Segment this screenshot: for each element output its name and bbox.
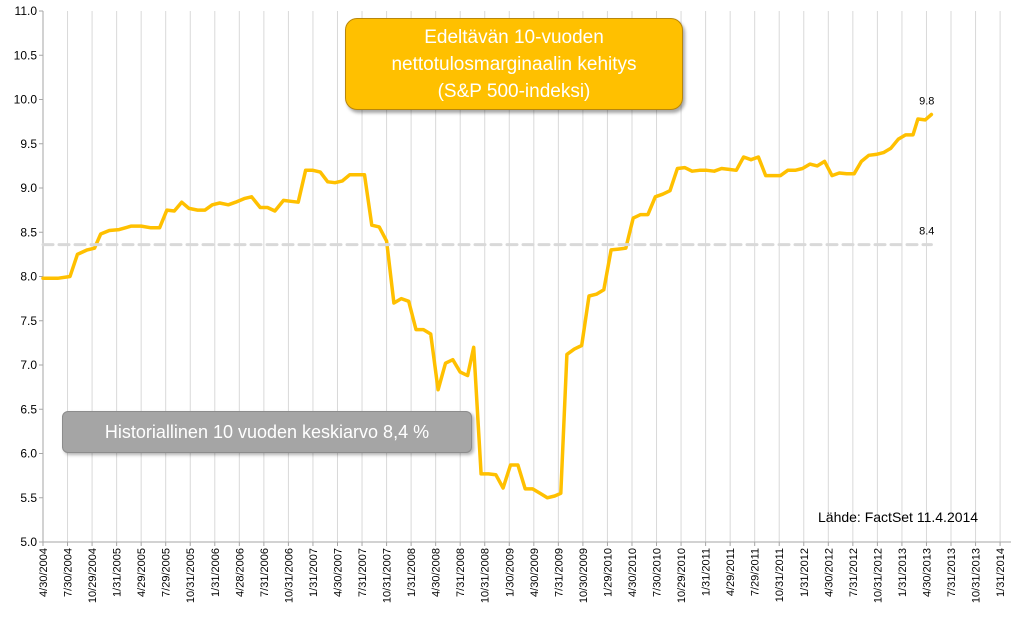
x-tick-label: 7/31/2007 (357, 548, 369, 597)
x-tick-label: 7/30/2010 (652, 548, 664, 597)
y-tick-label: 7.5 (20, 314, 37, 328)
x-tick-label: 1/30/2009 (504, 548, 516, 597)
y-tick-label: 5.0 (20, 535, 37, 549)
vertical-gridlines (42, 11, 1001, 542)
source-note: Lähde: FactSet 11.4.2014 (818, 509, 979, 525)
y-tick-label: 7.0 (20, 358, 37, 372)
chart-title-line-2: nettotulosmarginaalin kehitys (391, 54, 637, 75)
average-annotation: Historiallinen 10 vuoden keskiarvo 8,4 % (62, 411, 472, 453)
y-tick-label: 8.5 (20, 225, 37, 239)
x-tick-label: 10/31/2011 (774, 548, 786, 602)
x-tick-label: 7/31/2008 (455, 548, 467, 597)
x-tick-label: 1/31/2005 (112, 548, 124, 597)
y-tick-label: 9.0 (20, 181, 37, 195)
x-tick-label: 10/30/2009 (578, 548, 590, 603)
x-tick-label: 4/30/2010 (627, 548, 639, 597)
x-tick-label: 7/29/2011 (750, 548, 762, 596)
chart-title-line-3: (S&P 500-indeksi) (437, 81, 591, 102)
y-tick-label: 10.0 (14, 93, 38, 107)
chart-title-line-1: Edeltävän 10-vuoden (424, 27, 604, 48)
x-tick-label: 7/31/2013 (946, 548, 958, 597)
x-tick-label: 10/31/2012 (872, 548, 884, 603)
x-tick-label: 4/30/2009 (529, 548, 541, 597)
x-tick-label: 1/31/2011 (701, 548, 713, 596)
data-labels: 9.8 8.4 (919, 96, 934, 238)
data-label-average: 8.4 (919, 226, 934, 238)
y-tick-label: 6.5 (20, 402, 37, 416)
net-margin-line (41, 112, 934, 500)
y-tick-label: 5.5 (20, 491, 37, 505)
x-tick-label: 7/31/2009 (553, 548, 565, 597)
y-tick-label: 11.0 (15, 4, 38, 18)
x-tick-label: 10/29/2004 (87, 548, 99, 603)
x-tick-label: 4/30/2012 (823, 548, 835, 597)
x-tick-label: 1/31/2013 (897, 548, 909, 597)
chart-title-callout: Edeltävän 10-vuoden nettotulosmarginaali… (345, 18, 683, 110)
x-tick-label: 7/29/2005 (161, 548, 173, 597)
x-tick-label: 10/31/2008 (480, 548, 492, 603)
x-tick-label: 7/31/2006 (259, 548, 271, 597)
x-tick-label: 7/31/2012 (848, 548, 860, 597)
x-tick-label: 10/31/2006 (283, 548, 295, 603)
x-tick-label: 4/29/2005 (136, 548, 148, 597)
y-tick-labels: 5.0 5.5 6.0 6.5 7.0 7.5 8.0 8.5 9.0 9.5 10.0 10.5 11… (14, 4, 38, 549)
series-lines (41, 112, 934, 500)
axes (39, 10, 1011, 546)
x-tick-label: 4/28/2006 (234, 548, 246, 597)
x-tick-label: 4/30/2013 (921, 548, 933, 597)
x-tick-label: 1/31/2006 (210, 548, 222, 597)
x-tick-label: 7/30/2004 (63, 548, 75, 597)
x-tick-label: 1/31/2014 (995, 548, 1007, 597)
x-tick-label: 4/29/2011 (725, 548, 737, 596)
x-tick-labels: 4/30/2004 7/30/2004 10/29/2004 1/31/2005 4/2… (38, 548, 1007, 603)
data-label-latest: 9.8 (919, 96, 934, 108)
x-tick-label: 10/31/2007 (382, 548, 394, 603)
x-tick-label: 4/30/2007 (332, 548, 344, 597)
y-tick-label: 9.5 (20, 137, 37, 151)
x-tick-label: 4/30/2004 (38, 548, 50, 597)
y-tick-label: 10.5 (14, 48, 38, 62)
x-tick-label: 1/31/2012 (799, 548, 811, 597)
x-tick-label: 4/30/2008 (431, 548, 443, 597)
x-tick-label: 10/31/2005 (185, 548, 197, 603)
y-tick-label: 8.0 (20, 270, 37, 284)
x-tick-label: 1/31/2007 (308, 548, 320, 597)
y-tick-label: 6.0 (20, 447, 37, 461)
x-tick-label: 10/31/2013 (971, 548, 983, 603)
x-tick-label: 1/29/2010 (602, 548, 614, 597)
x-tick-label: 10/29/2010 (676, 548, 688, 603)
x-tick-label: 1/31/2008 (406, 548, 418, 597)
